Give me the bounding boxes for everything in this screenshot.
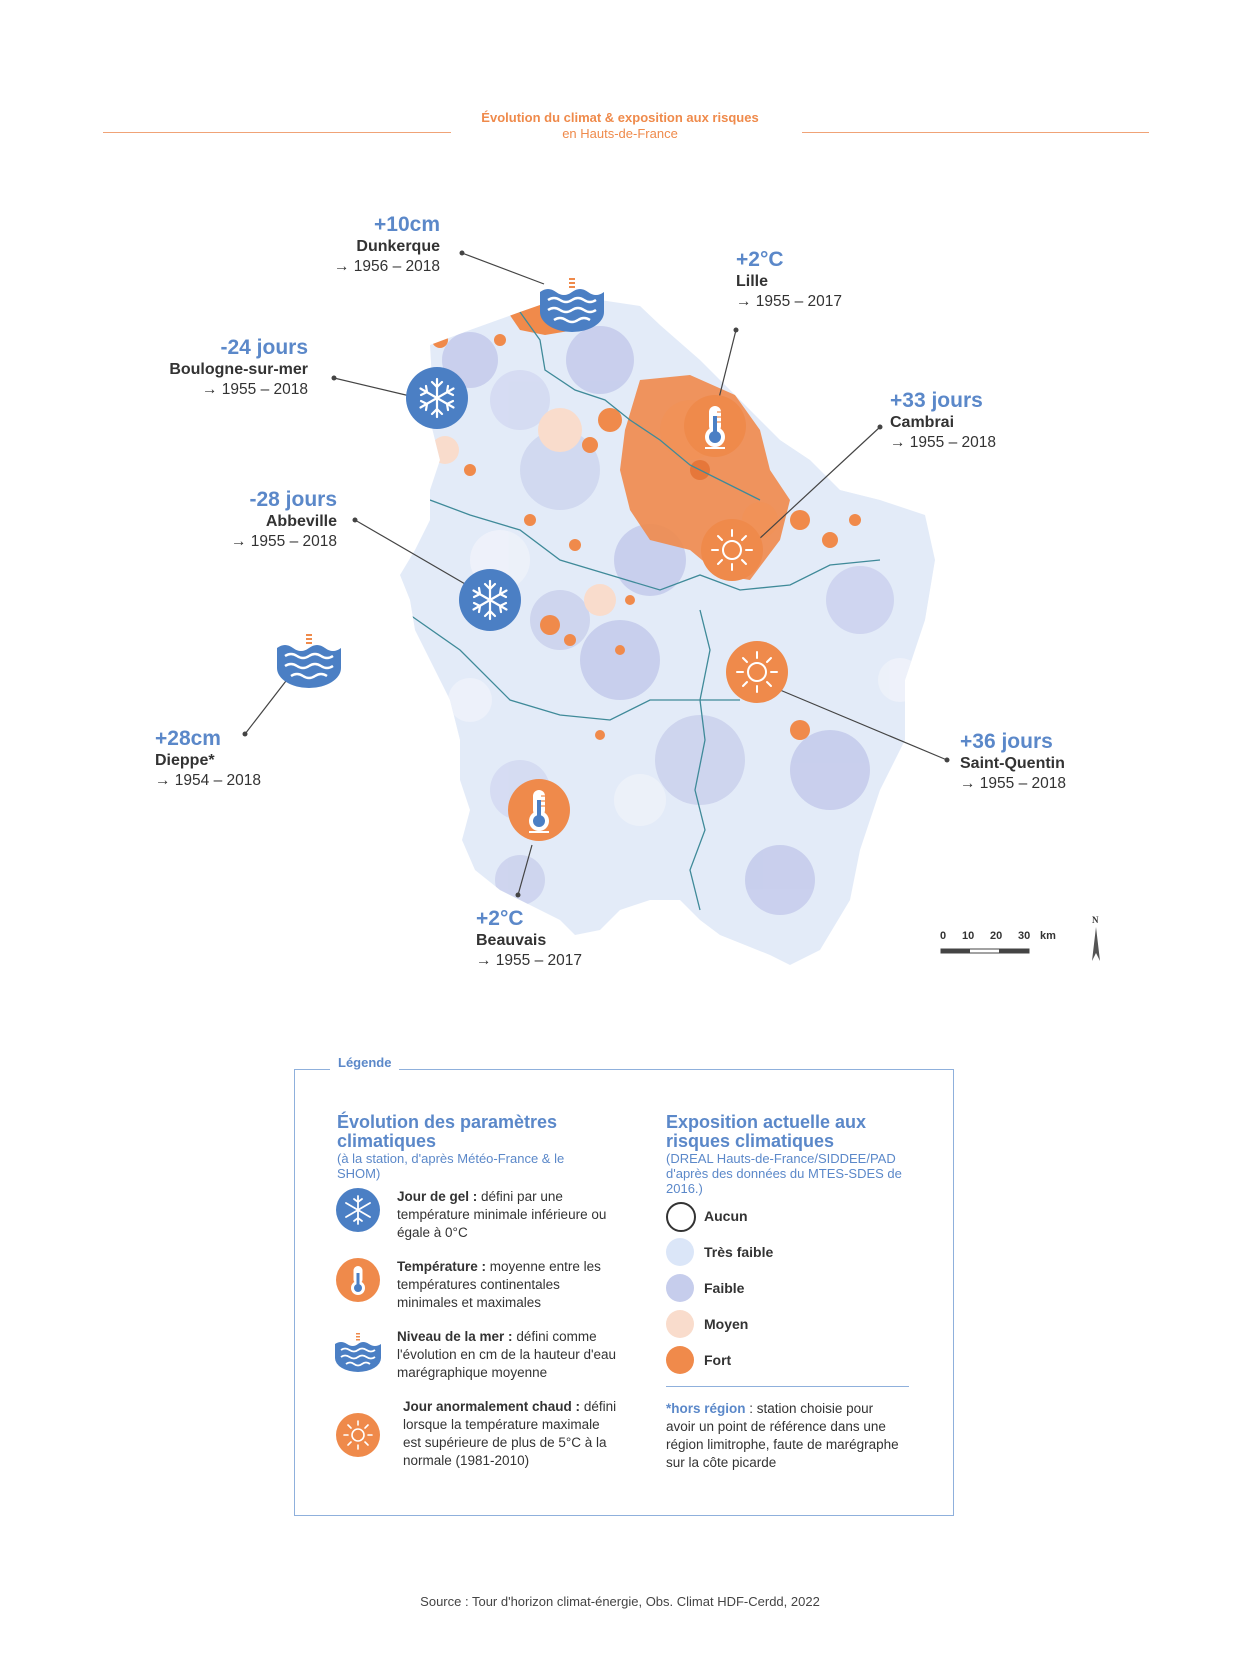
legend-desc: défini par une température minimale infé…: [397, 1189, 607, 1240]
sun-icon: [336, 1413, 380, 1457]
legend-item-hot-day: Jour anormalement chaud : défini lorsque…: [403, 1398, 617, 1470]
legend-footnote: *hors région : station choisie pour avoi…: [666, 1400, 906, 1472]
swatch-low: [666, 1274, 694, 1302]
map-icons: [277, 278, 788, 841]
annotation-station: Dieppe*: [155, 752, 215, 769]
annotation-dieppe: +28cm Dieppe* → 1954 – 2018: [155, 727, 261, 791]
annotation-dunkerque: +10cm Dunkerque → 1956 – 2018: [260, 213, 440, 277]
annotation-lille: +2°C Lille → 1955 – 2017: [736, 248, 842, 312]
scale-label-0: 0: [940, 930, 947, 942]
north-label: N: [1092, 915, 1099, 925]
annotation-cambrai: +33 jours Cambrai → 1955 – 2018: [890, 389, 996, 453]
leader-lines: [242, 250, 950, 898]
annotation-period: → 1956 – 2018: [333, 258, 440, 275]
legend-divider: [666, 1386, 909, 1387]
annotation-period: → 1955 – 2018: [201, 381, 308, 398]
swatch-medium: [666, 1310, 694, 1338]
sea-level-icon: [277, 634, 341, 688]
swatch-none: [666, 1202, 696, 1232]
legend-climate-icons: [335, 1188, 381, 1457]
legend-box: [294, 1069, 954, 1516]
thermometer-icon: [336, 1258, 380, 1302]
scale-label-10: 10: [962, 930, 975, 942]
legend-item-frost: Jour de gel : défini par une température…: [397, 1188, 607, 1242]
annotation-value: +28cm: [155, 727, 221, 750]
footnote-term: *hors région: [666, 1401, 746, 1416]
annotation-station: Beauvais: [476, 932, 547, 949]
annotation-period: → 1955 – 2017: [476, 952, 583, 969]
thermometer-icon: [508, 779, 570, 841]
legend-term: Température :: [397, 1259, 487, 1274]
north-arrow-icon: [1092, 927, 1100, 961]
snowflake-icon: [336, 1188, 380, 1232]
legend-term: Jour anormalement chaud :: [403, 1399, 581, 1414]
annotation-station: Lille: [736, 273, 769, 290]
swatch-label-high: Fort: [704, 1352, 732, 1368]
sea-level-icon: [335, 1333, 381, 1372]
legend-item-temperature: Température : moyenne entre les températ…: [397, 1258, 607, 1312]
annotation-period: → 1955 – 2018: [960, 775, 1067, 792]
legend-term: Jour de gel :: [397, 1189, 478, 1204]
header-rule-right: [802, 132, 1149, 133]
annotation-abbeville: -28 jours Abbeville → 1955 – 2018: [160, 488, 337, 552]
legend-desc: défini lorsque la température maximale e…: [403, 1399, 617, 1468]
annotation-value: +2°C: [736, 248, 784, 271]
legend-risk-note: (DREAL Hauts-de-France/SIDDEE/PAD d'aprè…: [666, 1151, 902, 1196]
swatch-high: [666, 1346, 694, 1374]
annotation-beauvais: +2°C Beauvais → 1955 – 2017: [476, 907, 582, 971]
annotation-station: Abbeville: [265, 513, 337, 530]
legend-tag: Légende: [330, 1055, 400, 1071]
swatch-label-medium: Moyen: [704, 1316, 749, 1332]
annotation-value: +10cm: [374, 213, 440, 236]
snowflake-icon: [459, 569, 521, 631]
scale-unit: km: [1040, 930, 1056, 942]
source-credit: Source : Tour d'horizon climat-énergie, …: [420, 1594, 820, 1609]
commune-texture: [442, 326, 922, 915]
annotation-saint-quentin: +36 jours Saint-Quentin → 1955 – 2018: [960, 730, 1066, 794]
annotation-period: → 1954 – 2018: [155, 772, 262, 789]
legend-item-sea-level: Niveau de la mer : défini comme l'évolut…: [397, 1328, 617, 1382]
annotation-value: -24 jours: [220, 336, 308, 359]
swatch-very-low: [666, 1238, 694, 1266]
legend-term: Niveau de la mer :: [397, 1329, 513, 1344]
legend-risk-title: Exposition actuelle aux risques climatiq…: [666, 1112, 867, 1151]
annotation-period: → 1955 – 2018: [890, 434, 997, 451]
department-borders: [409, 311, 881, 911]
scale-ruler: [940, 948, 1030, 954]
legend-climate-heading: Évolution des paramètres climatiques (à …: [337, 1112, 607, 1182]
sea-level-icon: [540, 278, 604, 332]
annotation-station: Cambrai: [890, 414, 955, 431]
annotation-value: +2°C: [476, 907, 524, 930]
annotation-period: → 1955 – 2018: [230, 533, 337, 550]
legend-desc: moyenne entre les températures continent…: [397, 1259, 601, 1310]
header-rule-left: [103, 132, 451, 133]
legend-climate-note: (à la station, d'après Météo-France & le…: [337, 1151, 565, 1181]
legend-climate-title: Évolution des paramètres climatiques: [337, 1112, 558, 1151]
sun-icon: [726, 641, 788, 703]
swatch-label-very-low: Très faible: [704, 1244, 774, 1260]
annotation-station: Saint-Quentin: [960, 755, 1065, 772]
annotation-station: Boulogne-sur-mer: [169, 361, 308, 378]
annotation-station: Dunkerque: [356, 238, 440, 255]
swatch-label-low: Faible: [704, 1280, 745, 1296]
annotation-value: +36 jours: [960, 730, 1053, 753]
scale-bar: 0 10 20 30 km: [940, 930, 1060, 960]
scale-label-20: 20: [990, 930, 1003, 942]
annotation-period: → 1955 – 2017: [736, 293, 843, 310]
title: Évolution du climat & exposition aux ris…: [481, 110, 759, 125]
sun-icon: [701, 519, 763, 581]
annotation-boulogne: -24 jours Boulogne-sur-mer → 1955 – 2018: [110, 336, 308, 400]
footnote-text: : station choisie pour avoir un point de…: [666, 1401, 899, 1470]
thermometer-icon: [684, 395, 746, 457]
page-title: Évolution du climat & exposition aux ris…: [0, 110, 1240, 142]
legend-risk-heading: Exposition actuelle aux risques climatiq…: [666, 1112, 926, 1197]
subtitle: en Hauts-de-France: [562, 126, 678, 141]
scale-label-30: 30: [1018, 930, 1031, 942]
snowflake-icon: [406, 367, 468, 429]
annotation-value: -28 jours: [249, 488, 337, 511]
annotation-value: +33 jours: [890, 389, 983, 412]
north-arrow: N: [1088, 915, 1104, 965]
legend-desc: défini comme l'évolution en cm de la hau…: [397, 1329, 617, 1380]
swatch-label-none: Aucun: [704, 1208, 748, 1224]
